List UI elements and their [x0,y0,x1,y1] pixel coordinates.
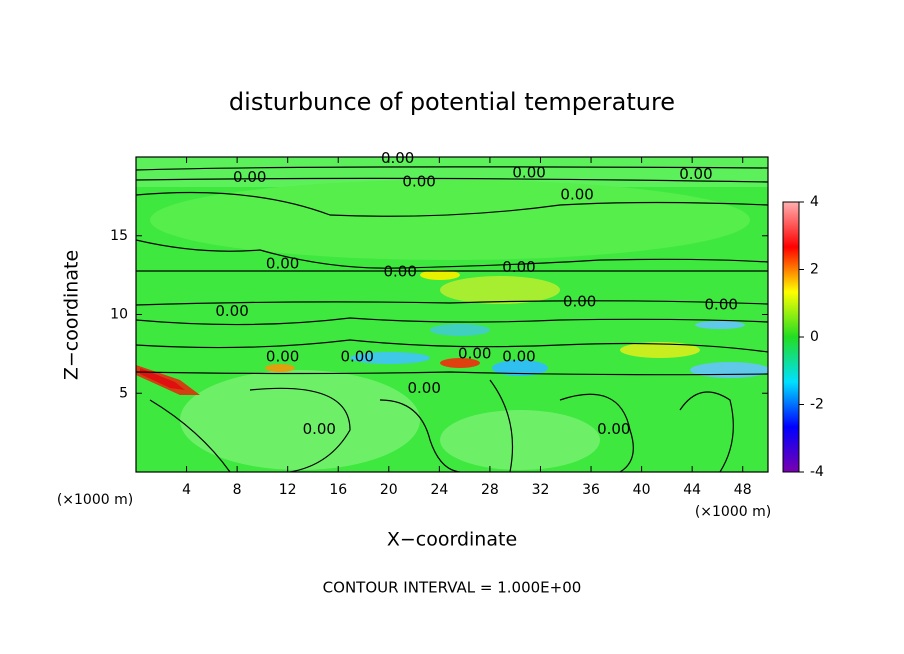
contour-label: 0.00 [381,149,414,167]
contour-label: 0.00 [679,165,712,183]
contour-label: 0.00 [402,173,435,191]
footnote: CONTOUR INTERVAL = 1.000E+00 [323,579,582,597]
contour-label: 0.00 [383,262,416,280]
x-axis-label: X−coordinate [387,529,517,551]
x-tick-label: 8 [233,482,242,498]
x-tick-label: 40 [633,482,651,498]
contour-label: 0.00 [502,258,535,276]
y-unit-label: (×1000 m) [57,492,133,508]
x-tick-label: 28 [481,482,499,498]
colorbar-tick-label: -2 [810,397,824,413]
x-tick-label: 20 [380,482,398,498]
chart-title: disturbunce of potential temperature [229,88,675,116]
contour-label: 0.00 [502,348,535,366]
x-tick-label: 4 [182,482,191,498]
contour-label: 0.00 [705,296,738,314]
contour-label: 0.00 [233,168,266,186]
contour-label: 0.00 [215,302,248,320]
contour-label: 0.00 [458,344,491,362]
colorbar [782,201,800,473]
colorbar-tick-label: 2 [810,262,819,278]
contour-label: 0.00 [512,163,545,181]
colorbar-tick-label: 4 [810,194,819,210]
contour-label: 0.00 [597,420,630,438]
contour-label: 0.00 [407,379,440,397]
contour-label: 0.00 [266,348,299,366]
contour-label: 0.00 [303,420,336,438]
y-axis-label: Z−coordinate [61,250,83,380]
x-tick-label: 36 [582,482,600,498]
field [136,157,768,472]
x-tick-label: 48 [734,482,752,498]
contour-label: 0.00 [560,185,593,203]
y-tick-label: 15 [110,228,128,244]
y-tick-label: 10 [110,307,128,323]
x-tick-label: 44 [683,482,701,498]
x-tick-label: 12 [279,482,297,498]
contour-label: 0.00 [563,292,596,310]
x-unit-label: (×1000 m) [695,504,771,520]
colorbar-tick-label: -4 [810,464,824,480]
contour-label: 0.00 [340,348,373,366]
contour-label: 0.00 [266,255,299,273]
x-tick-label: 24 [430,482,448,498]
y-tick-label: 5 [119,385,128,401]
colorbar-tick-label: 0 [810,329,819,345]
x-tick-label: 32 [532,482,550,498]
x-tick-label: 16 [329,482,347,498]
